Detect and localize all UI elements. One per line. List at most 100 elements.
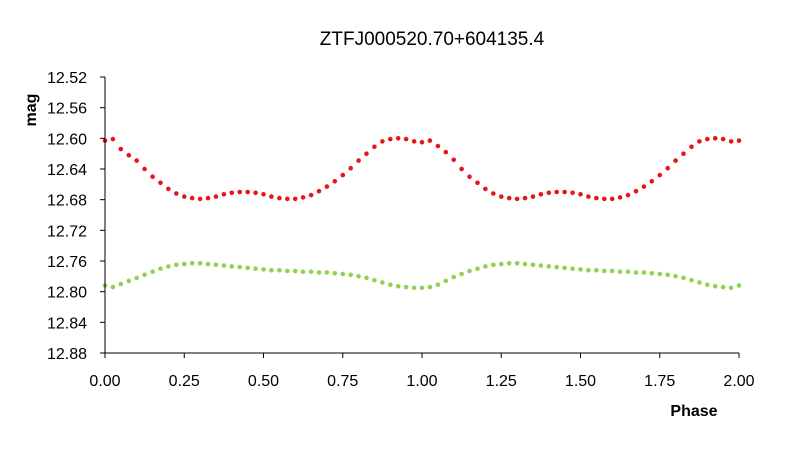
data-point <box>491 191 496 196</box>
data-point <box>681 275 686 281</box>
data-point <box>649 271 655 276</box>
data-point <box>237 264 242 270</box>
data-point <box>126 152 132 158</box>
data-point <box>657 271 663 277</box>
data-point <box>546 190 552 196</box>
data-point <box>673 158 678 163</box>
data-point <box>142 166 147 172</box>
y-tick-label: 12.64 <box>47 162 87 179</box>
data-point <box>736 138 742 143</box>
data-point <box>617 269 623 275</box>
data-point <box>475 180 480 186</box>
data-point <box>324 184 330 189</box>
data-point <box>586 194 591 199</box>
data-point <box>174 262 179 268</box>
data-point <box>697 139 702 144</box>
data-point <box>253 266 258 272</box>
data-point <box>174 191 179 196</box>
data-point <box>689 277 694 283</box>
data-point <box>253 190 258 196</box>
data-point <box>261 267 266 272</box>
y-axis-ticks: 12.52 12.56 12.60 12.64 12.68 12.72 12.76 12.80… <box>47 70 105 363</box>
data-point <box>213 194 219 199</box>
data-point <box>546 264 552 269</box>
data-point <box>285 268 290 274</box>
data-point <box>110 284 116 290</box>
data-point <box>499 194 504 199</box>
y-tick-label: 12.72 <box>47 223 87 240</box>
x-tick-label: 0.75 <box>327 373 358 390</box>
data-point <box>483 264 488 269</box>
series-0-points <box>102 136 742 202</box>
x-axis-label: Phase <box>670 403 717 420</box>
data-point <box>720 136 726 142</box>
data-point <box>538 192 544 197</box>
data-point <box>712 136 718 141</box>
data-point <box>427 284 433 290</box>
data-point <box>134 158 139 163</box>
data-point <box>625 269 631 275</box>
data-point <box>506 261 512 266</box>
data-point <box>372 144 377 150</box>
data-point <box>673 274 678 279</box>
data-point <box>221 263 227 268</box>
data-point <box>633 270 639 275</box>
x-tick-label: 0.25 <box>169 373 200 390</box>
x-tick-label: 1.25 <box>486 373 517 390</box>
data-point <box>380 280 385 285</box>
data-point <box>554 189 559 195</box>
data-point <box>411 139 417 144</box>
chart-title: ZTFJ000520.70+604135.4 <box>320 29 545 50</box>
data-point <box>158 180 163 186</box>
data-point <box>609 268 615 274</box>
data-point <box>594 195 599 201</box>
data-point <box>617 195 623 200</box>
data-point <box>609 196 615 202</box>
data-point <box>395 136 401 141</box>
data-point <box>189 195 195 201</box>
data-point <box>134 275 139 281</box>
data-point <box>427 138 433 143</box>
data-point <box>245 265 250 271</box>
data-point <box>380 139 385 144</box>
data-point <box>443 278 449 284</box>
data-point <box>285 196 290 202</box>
data-point <box>364 151 369 156</box>
data-point <box>451 157 457 163</box>
data-point <box>166 264 171 269</box>
x-tick-label: 0.00 <box>89 373 120 390</box>
y-tick-label: 12.80 <box>47 285 87 302</box>
data-point <box>292 196 298 202</box>
data-point <box>665 272 670 278</box>
data-point <box>712 284 718 289</box>
data-point <box>728 285 734 291</box>
data-point <box>229 190 235 196</box>
data-point <box>514 261 520 266</box>
data-point <box>237 189 242 195</box>
data-point <box>720 284 726 290</box>
data-point <box>356 158 361 163</box>
data-point <box>530 194 536 199</box>
data-point <box>570 266 575 272</box>
data-point <box>261 192 266 197</box>
data-point <box>348 165 354 171</box>
data-point <box>316 270 322 275</box>
data-point <box>649 179 655 184</box>
data-point <box>443 149 449 155</box>
data-point <box>182 261 187 267</box>
data-point <box>372 277 377 283</box>
data-point <box>229 264 235 269</box>
data-point <box>292 268 298 274</box>
x-tick-label: 2.00 <box>723 373 754 390</box>
data-point <box>697 280 702 285</box>
data-point <box>459 271 464 277</box>
data-point <box>475 266 480 272</box>
data-point <box>110 136 116 142</box>
data-point <box>728 139 734 144</box>
data-point <box>570 190 575 196</box>
data-point <box>316 188 322 194</box>
data-point <box>602 268 607 274</box>
data-point <box>736 283 742 288</box>
data-point <box>419 139 425 145</box>
